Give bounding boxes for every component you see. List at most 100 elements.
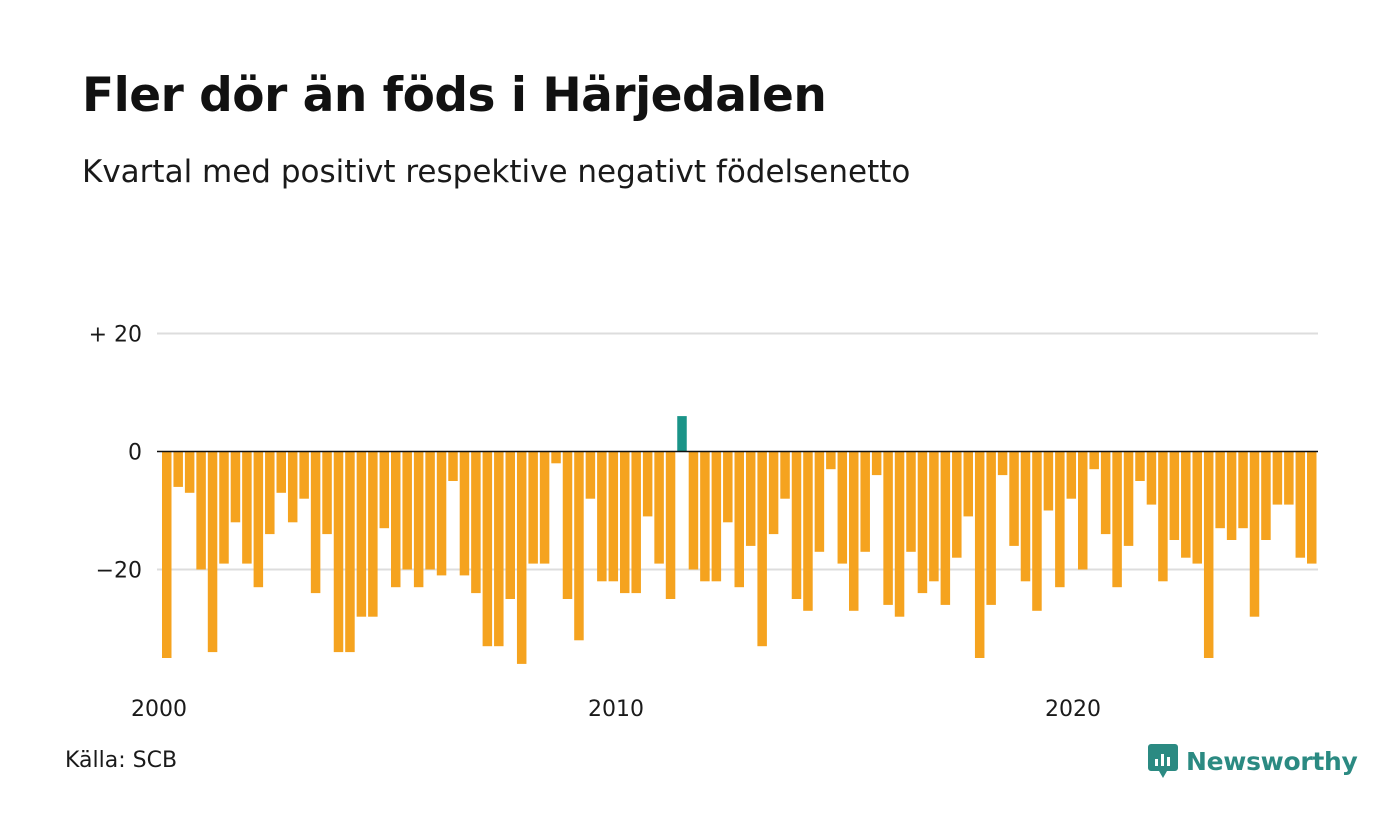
bar xyxy=(1226,451,1237,540)
bar xyxy=(700,451,710,582)
bar xyxy=(1261,451,1271,540)
bar xyxy=(1238,451,1248,529)
bar xyxy=(1020,451,1031,582)
bar xyxy=(780,451,790,499)
bar xyxy=(906,451,916,552)
bar xyxy=(986,451,996,605)
source-note: Källa: SCB xyxy=(65,748,178,773)
x-axis: 2000 2010 2020 xyxy=(131,697,1101,722)
bar xyxy=(723,451,733,523)
bar xyxy=(745,451,756,546)
bar xyxy=(997,451,1008,476)
bar xyxy=(459,451,470,576)
bar xyxy=(356,451,367,617)
bar xyxy=(173,451,183,487)
bar xyxy=(654,451,664,564)
bar xyxy=(551,451,561,464)
bar xyxy=(940,451,951,605)
bar xyxy=(1123,451,1134,546)
y-tick-label: −20 xyxy=(96,559,142,584)
bar xyxy=(1203,451,1214,658)
chart-title: Fler dör än föds i Härjedalen xyxy=(82,68,827,123)
bar xyxy=(585,451,596,499)
bar xyxy=(837,451,848,564)
bar xyxy=(1158,451,1168,582)
bar xyxy=(1112,451,1122,588)
bar xyxy=(608,451,619,582)
bar xyxy=(310,451,321,594)
bar-series xyxy=(162,416,1317,664)
bar xyxy=(1215,451,1225,529)
bar xyxy=(333,451,344,653)
bar xyxy=(849,451,859,611)
bar xyxy=(448,451,458,481)
bar xyxy=(1295,451,1306,558)
bar xyxy=(642,451,653,517)
bar xyxy=(471,451,481,594)
bar xyxy=(516,451,527,664)
bar xyxy=(1307,451,1317,564)
bar xyxy=(539,451,550,564)
logo-text: Newsworthy xyxy=(1186,746,1358,776)
bar xyxy=(276,451,286,493)
bar xyxy=(242,451,252,564)
bar xyxy=(196,451,206,570)
bar xyxy=(436,451,447,576)
bar xyxy=(379,451,390,529)
bar xyxy=(391,451,401,588)
bar xyxy=(413,451,424,588)
bar xyxy=(826,451,836,470)
bar xyxy=(287,451,298,523)
bar xyxy=(677,416,687,452)
bar xyxy=(768,451,779,535)
bar xyxy=(597,451,607,582)
bar xyxy=(974,451,985,658)
bar xyxy=(803,451,813,611)
bar xyxy=(505,451,515,599)
bar xyxy=(368,451,378,617)
bar xyxy=(894,451,905,617)
x-tick-label: 2010 xyxy=(588,697,644,722)
bar xyxy=(299,451,309,499)
bar xyxy=(631,451,641,594)
bar xyxy=(402,451,412,570)
bar xyxy=(860,451,870,552)
bar xyxy=(1066,451,1077,499)
bar xyxy=(688,451,699,570)
bar xyxy=(883,451,893,605)
bar xyxy=(814,451,825,552)
bar xyxy=(917,451,928,594)
bar xyxy=(562,451,573,599)
bar xyxy=(665,451,676,599)
bar xyxy=(230,451,241,523)
bar xyxy=(425,451,435,570)
newsworthy-logo-icon xyxy=(1148,744,1178,778)
y-tick-label: 0 xyxy=(128,441,142,466)
y-axis: + 20 0 −20 xyxy=(89,323,142,584)
bar xyxy=(620,451,630,594)
bar xyxy=(791,451,802,599)
bar xyxy=(711,451,722,582)
x-tick-label: 2020 xyxy=(1045,697,1101,722)
chart-subtitle: Kvartal med positivt respektive negativt… xyxy=(82,154,911,190)
bar xyxy=(1146,451,1157,505)
bar xyxy=(574,451,584,641)
bar xyxy=(1009,451,1019,546)
bar xyxy=(1272,451,1283,505)
bar xyxy=(757,451,767,647)
bar xyxy=(734,451,744,588)
bar xyxy=(1249,451,1260,617)
bar xyxy=(162,451,172,658)
bar xyxy=(1181,451,1191,558)
bar xyxy=(219,451,229,564)
bar xyxy=(952,451,962,558)
bar xyxy=(1284,451,1294,505)
bar xyxy=(322,451,332,535)
bar xyxy=(1100,451,1111,535)
bar xyxy=(1169,451,1180,540)
bar xyxy=(929,451,939,582)
x-tick-label: 2000 xyxy=(131,697,187,722)
newsworthy-logo: Newsworthy xyxy=(1148,744,1358,778)
y-tick-label: + 20 xyxy=(89,323,142,348)
bar xyxy=(482,451,493,647)
